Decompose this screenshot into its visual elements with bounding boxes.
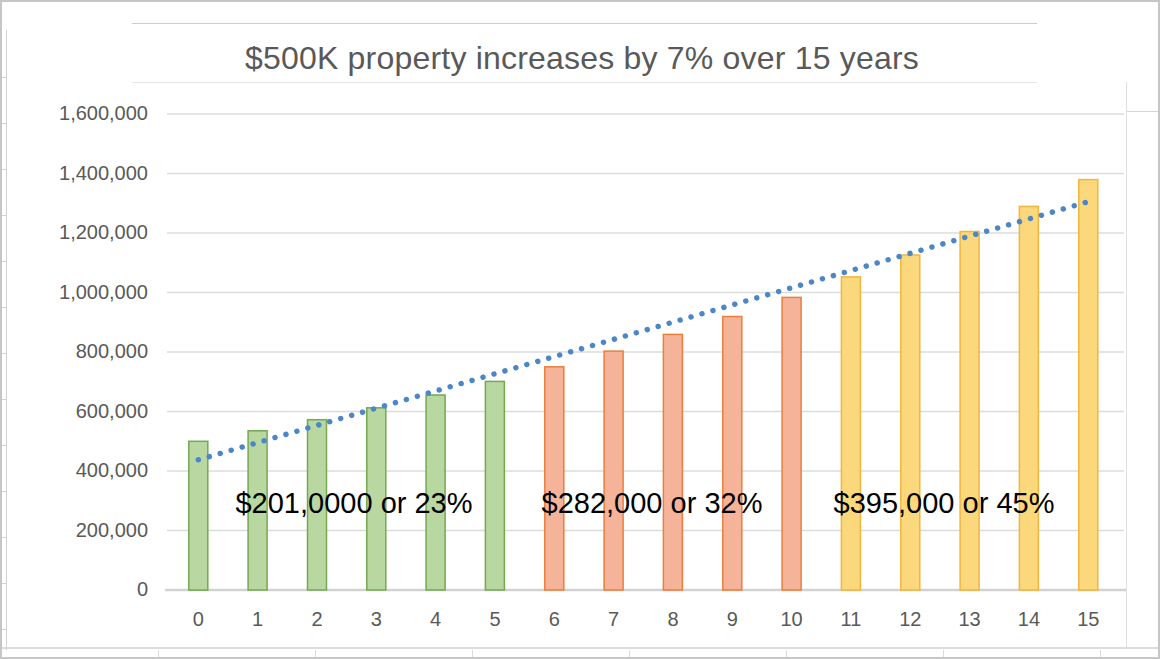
y-tick-label: 400,000 — [2, 459, 148, 482]
x-tick-label: 4 — [430, 608, 441, 631]
annotation-gain-11-15: $395,000 or 45% — [834, 487, 1055, 520]
x-axis-labels: 0123456789101112131415 — [2, 608, 1160, 634]
y-tick-label: 1,600,000 — [2, 102, 148, 125]
y-axis-labels: 0 200,000 400,000 600,000 800,000 1,000,000 1,… — [2, 2, 148, 659]
bar-year-9 — [723, 317, 742, 591]
bar-year-5 — [485, 381, 504, 590]
x-tick-label: 15 — [1077, 608, 1099, 631]
x-tick-label: 13 — [958, 608, 980, 631]
x-tick-label: 9 — [727, 608, 738, 631]
bar-year-12 — [901, 255, 920, 590]
trendline — [198, 202, 1088, 460]
x-tick-label: 5 — [489, 608, 500, 631]
bar-year-15 — [1079, 180, 1098, 590]
y-tick-label: 1,000,000 — [2, 281, 148, 304]
bar-year-0 — [189, 441, 208, 590]
x-tick-label: 10 — [780, 608, 802, 631]
bar-year-7 — [604, 351, 623, 590]
bar-year-13 — [960, 232, 979, 591]
x-tick-label: 6 — [549, 608, 560, 631]
bar-year-6 — [545, 367, 564, 590]
bar-year-14 — [1019, 206, 1038, 590]
x-tick-label: 11 — [841, 608, 862, 631]
bar-year-8 — [663, 334, 682, 590]
x-tick-label: 1 — [252, 608, 263, 631]
x-tick-label: 3 — [371, 608, 382, 631]
y-tick-label: 1,400,000 — [2, 162, 148, 185]
y-tick-label: 600,000 — [2, 400, 148, 423]
x-tick-label: 8 — [667, 608, 678, 631]
bar-year-10 — [782, 297, 801, 590]
bar-year-11 — [841, 277, 860, 590]
excel-chart-screenshot: $500K property increases by 7% over 15 y… — [0, 0, 1160, 659]
y-tick-label: 0 — [2, 578, 148, 601]
y-tick-label: 800,000 — [2, 340, 148, 363]
annotation-gain-6-10: $282,000 or 32% — [542, 487, 763, 520]
x-tick-label: 14 — [1018, 608, 1040, 631]
y-tick-label: 1,200,000 — [2, 221, 148, 244]
x-tick-label: 2 — [311, 608, 322, 631]
plot-area — [2, 2, 1160, 659]
y-tick-label: 200,000 — [2, 519, 148, 542]
x-tick-label: 0 — [193, 608, 204, 631]
annotation-gain-0-5: $201,0000 or 23% — [235, 487, 472, 520]
x-tick-label: 7 — [608, 608, 619, 631]
x-tick-label: 12 — [899, 608, 921, 631]
